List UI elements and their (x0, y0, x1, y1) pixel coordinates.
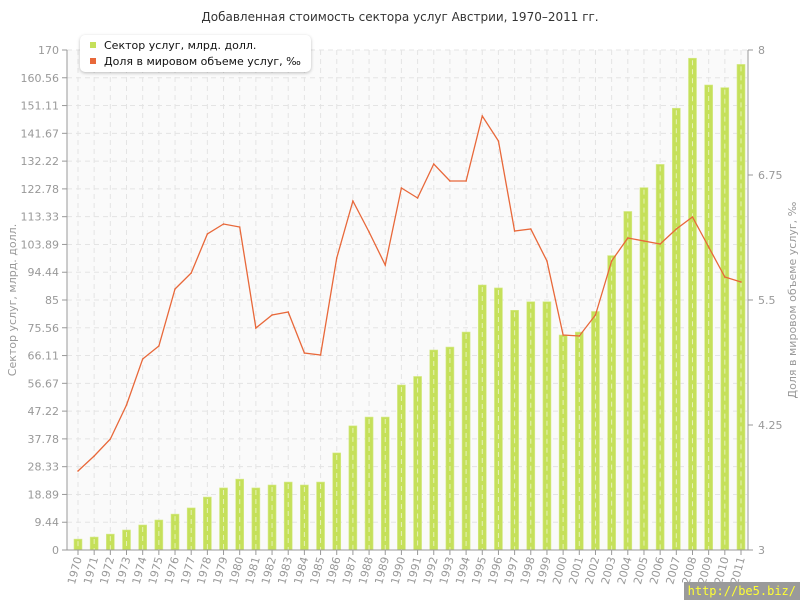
share-point (174, 288, 176, 290)
share-point (125, 404, 128, 406)
share-point (724, 276, 726, 278)
share-point (659, 243, 661, 245)
legend-item-services[interactable]: Сектор услуг, млрд. долл. (90, 37, 301, 53)
share-point (287, 311, 290, 313)
y2-axis-title: Доля в мировом объеме услуг, ‰ (786, 201, 799, 398)
y2-tick-label: 8 (758, 44, 765, 57)
share-point (352, 200, 354, 202)
y-tick-label: 28.33 (28, 461, 60, 474)
y-tick-label: 122.78 (21, 183, 60, 196)
share-point (238, 226, 241, 228)
share-point (190, 272, 192, 274)
share-point (255, 327, 257, 329)
share-point (610, 260, 613, 262)
legend-label: Доля в мировом объеме услуг, ‰ (104, 54, 301, 68)
share-point (481, 115, 484, 117)
y-tick-label: 132.22 (21, 155, 60, 168)
share-point (206, 233, 209, 235)
legend-item-share[interactable]: Доля в мировом объеме услуг, ‰ (90, 53, 301, 69)
y2-tick-label: 3 (758, 544, 765, 557)
share-point (497, 140, 500, 142)
share-point (416, 197, 419, 199)
legend-swatch (90, 42, 96, 48)
share-point (578, 335, 581, 337)
y2-tick-label: 4.25 (758, 419, 783, 432)
share-point (707, 246, 710, 248)
y-tick-label: 113.33 (21, 211, 60, 224)
share-point (594, 314, 597, 316)
y-tick-label: 85 (45, 294, 59, 307)
y-tick-label: 37.78 (28, 433, 60, 446)
share-point (384, 264, 387, 266)
share-point (529, 228, 532, 230)
y-tick-label: 47.22 (28, 405, 60, 418)
share-line (77, 114, 742, 472)
bar (203, 496, 212, 551)
y-tick-label: 141.67 (21, 127, 60, 140)
share-point (643, 240, 645, 242)
y-tick-label: 66.11 (28, 350, 60, 363)
share-point (303, 352, 306, 354)
share-point (562, 334, 564, 336)
y-tick-label: 103.89 (21, 238, 60, 251)
share-point (740, 281, 742, 283)
y-tick-label: 9.44 (35, 516, 60, 529)
bar (736, 64, 746, 551)
y-tick-label: 151.11 (21, 100, 60, 113)
share-point (158, 345, 160, 347)
share-point (627, 237, 629, 239)
share-point (271, 314, 273, 316)
share-point (546, 260, 548, 262)
share-point (141, 358, 144, 360)
y-tick-label: 160.56 (21, 72, 60, 85)
share-point (93, 455, 95, 457)
share-point (77, 470, 79, 472)
y2-tick-label: 6.75 (758, 169, 783, 182)
y-axis-title: Сектор услуг, млрд. долл. (6, 224, 19, 376)
share-point (449, 180, 451, 182)
share-point (109, 438, 112, 440)
y-tick-label: 18.89 (28, 488, 60, 501)
share-point (335, 257, 338, 259)
y-tick-label: 0 (52, 544, 59, 557)
share-point (368, 231, 370, 233)
share-point (319, 354, 322, 356)
share-point (465, 180, 467, 182)
chart-title: Добавленная стоимость сектора услуг Авст… (201, 10, 599, 24)
share-point (675, 228, 678, 230)
share-point (432, 163, 435, 165)
legend-swatch (90, 58, 96, 64)
legend-label: Сектор услуг, млрд. долл. (104, 38, 257, 52)
y-tick-label: 56.67 (28, 377, 60, 390)
share-point (222, 223, 225, 225)
y-tick-label: 94.44 (28, 266, 60, 279)
share-point (691, 216, 694, 218)
legend: Сектор услуг, млрд. долл. Доля в мировом… (80, 35, 311, 72)
y-tick-label: 75.56 (28, 322, 60, 335)
y-tick-label: 170 (38, 44, 59, 57)
share-point (513, 230, 516, 232)
y2-tick-label: 5.5 (758, 294, 776, 307)
share-point (400, 187, 403, 189)
watermark: http://be5.biz/ (683, 582, 800, 600)
